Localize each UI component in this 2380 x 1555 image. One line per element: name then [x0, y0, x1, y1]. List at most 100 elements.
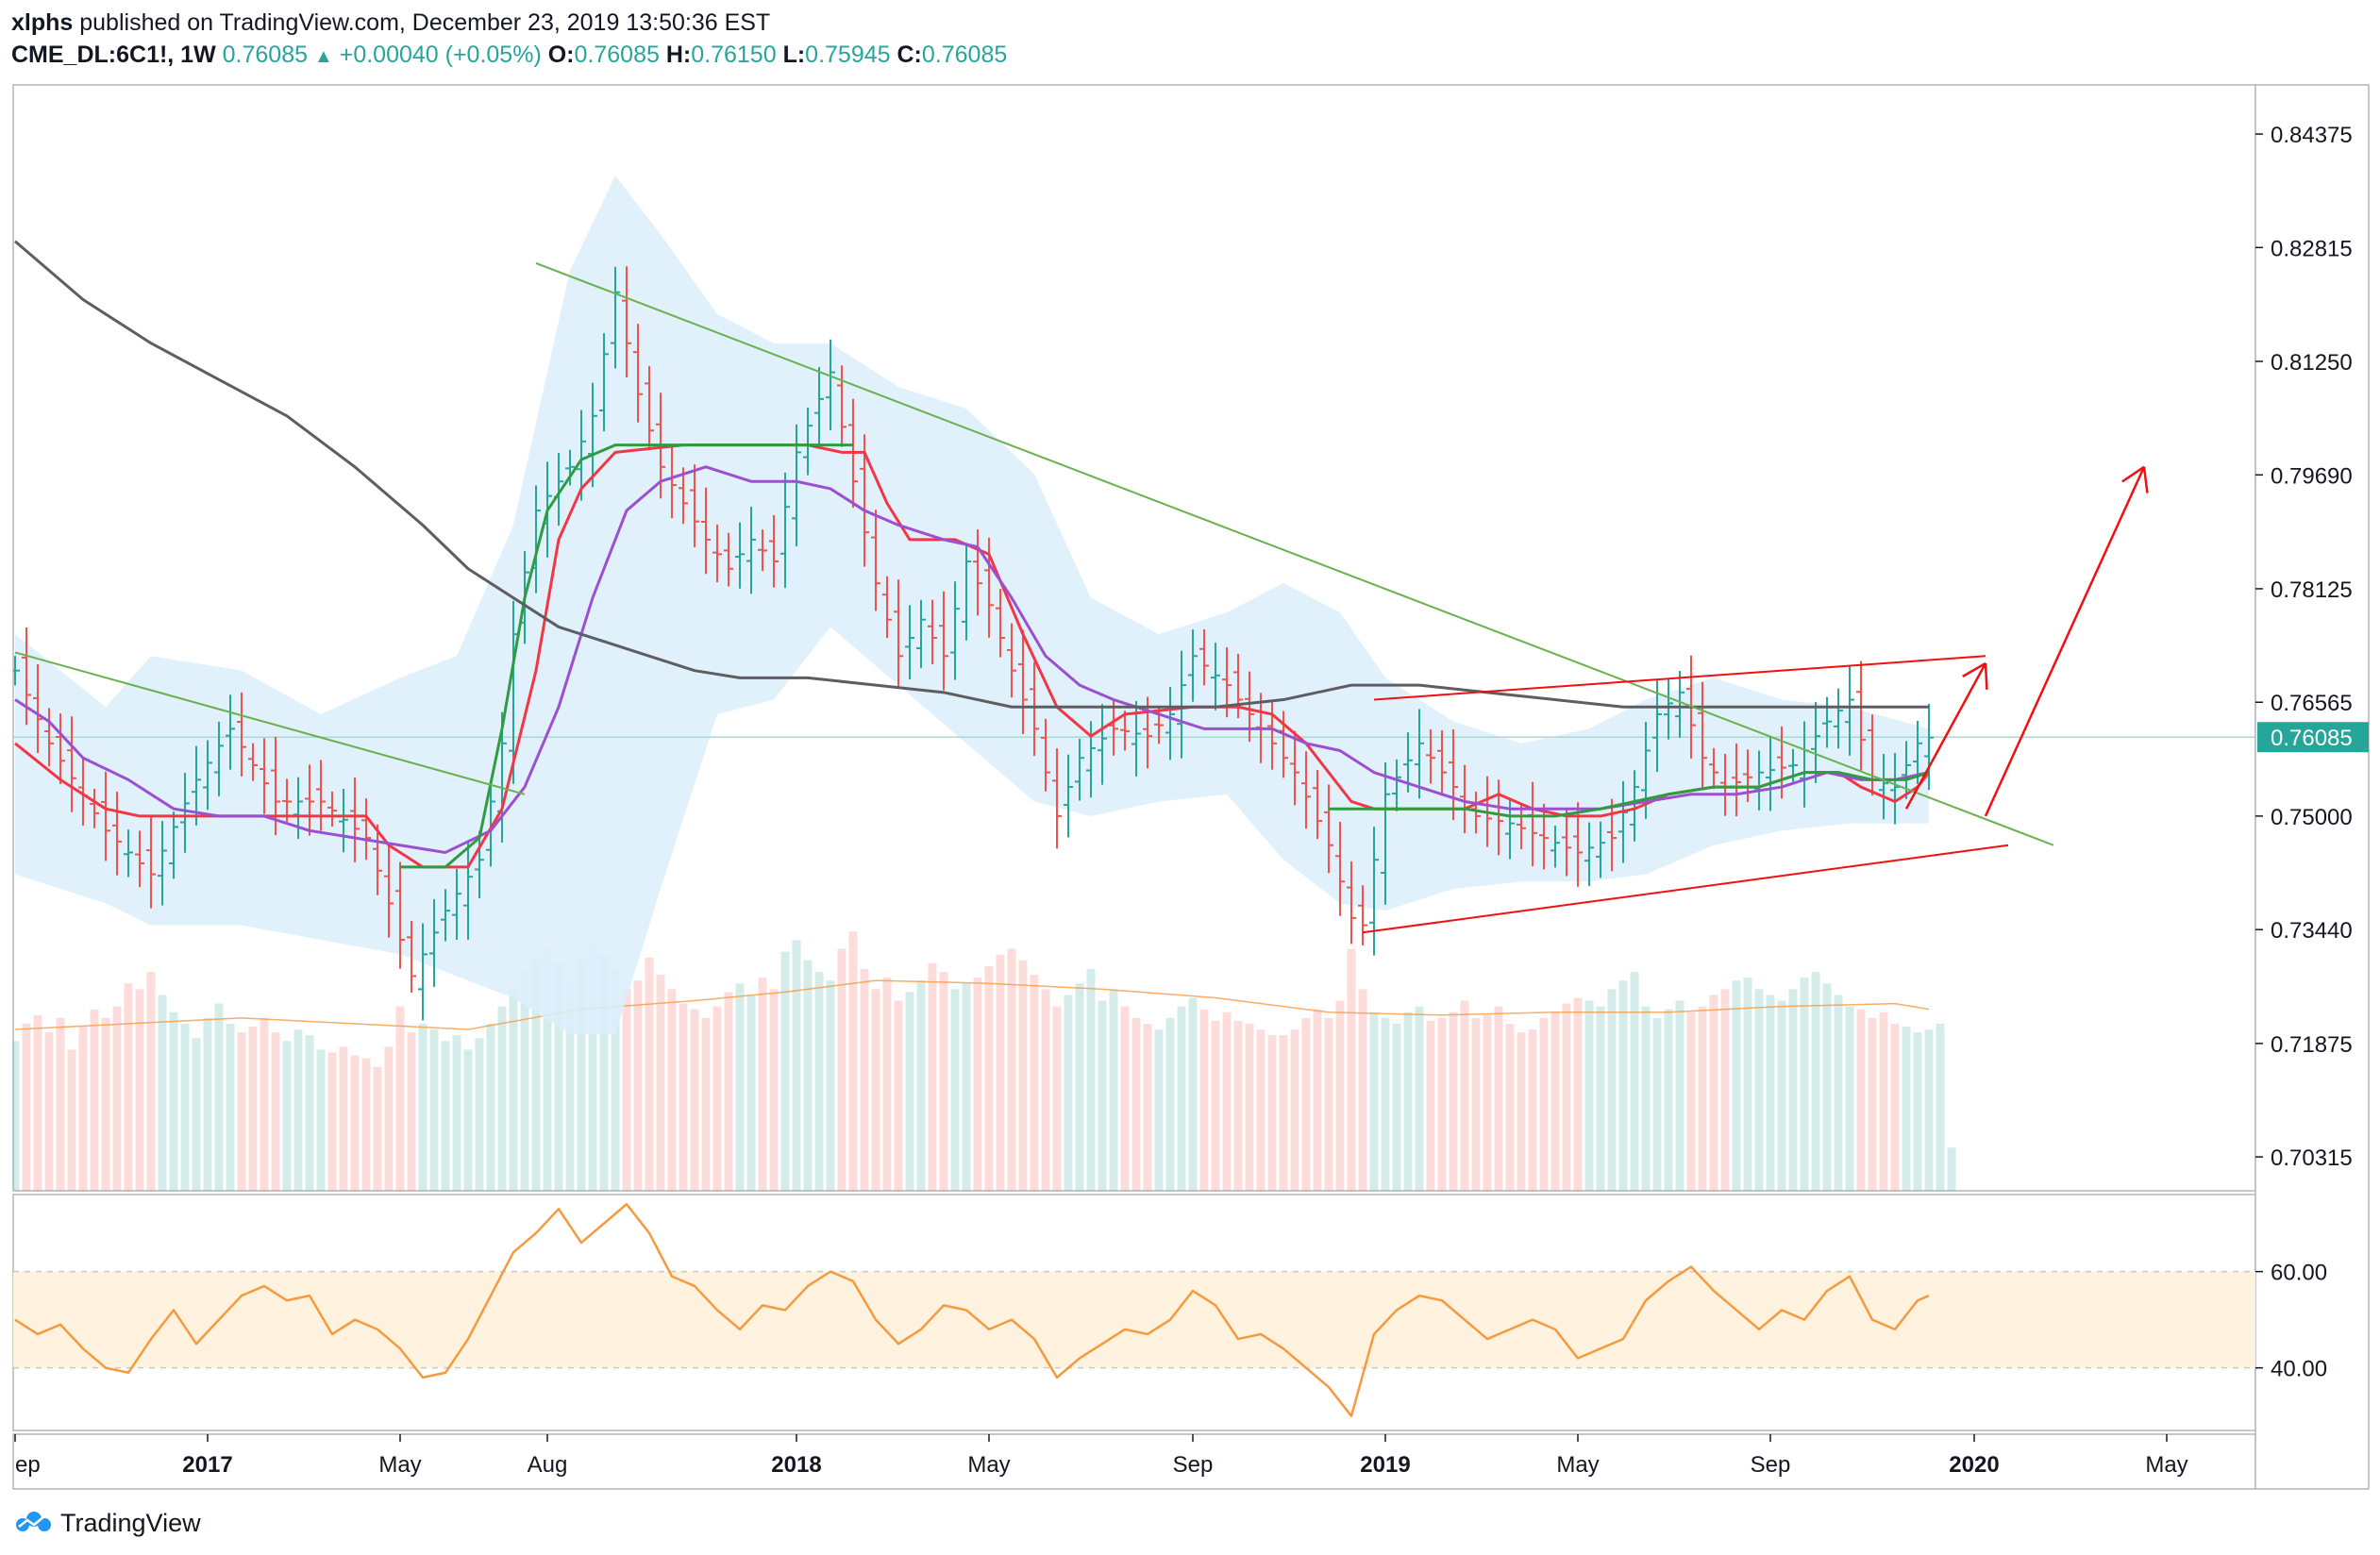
ohlc-bar: [90, 788, 99, 828]
volume-bar: [226, 1023, 235, 1191]
ohlc-bar: [316, 760, 326, 831]
ohlc-bar: [56, 713, 65, 785]
date-tick-label: 2017: [182, 1452, 232, 1478]
date-axis-pane: [12, 1433, 2256, 1490]
ohlc-bar: [452, 868, 461, 940]
volume-bar: [1879, 1012, 1888, 1191]
rsi-line: [14, 1202, 1930, 1417]
ohlc-bar: [1030, 661, 1039, 757]
close-label: C:: [897, 42, 922, 68]
ohlc-bar: [837, 365, 846, 447]
ohlc-bar: [1652, 679, 1662, 772]
volume-bar: [112, 1006, 122, 1191]
volume-bar: [429, 1029, 439, 1191]
ohlc-bar: [1584, 822, 1594, 886]
volume-bar: [1052, 1006, 1062, 1191]
ohlc-bar: [293, 777, 303, 840]
volume-bar: [1471, 1017, 1481, 1191]
volume-bar: [1936, 1023, 1945, 1191]
price-tick-label: 0.82815: [2271, 236, 2353, 261]
ohlc-bar: [384, 842, 394, 938]
ohlc-bar: [1834, 688, 1843, 749]
volume-bar: [282, 1041, 292, 1191]
volume-bar: [373, 1066, 382, 1191]
price-tick-label: 0.71875: [2271, 1032, 2353, 1058]
volume-bar: [1347, 948, 1356, 1191]
volume-bar: [758, 978, 767, 1191]
date-tick-label: Sep: [1173, 1452, 1214, 1478]
ohlc-bar: [124, 829, 133, 878]
volume-bar: [656, 975, 665, 1191]
volume-bar: [1709, 995, 1718, 1191]
date-tick-label: May: [967, 1452, 1010, 1478]
ohlc-bar: [1301, 751, 1311, 829]
volume-bar: [1177, 1006, 1186, 1191]
ohlc-bar: [860, 434, 869, 567]
volume-bar: [1154, 1029, 1164, 1191]
ohlc-bar: [1596, 821, 1605, 878]
date-tick-label: 2020: [1949, 1452, 1999, 1478]
ohlc-bar: [1052, 748, 1062, 849]
ohlc-bar: [701, 487, 711, 575]
ohlc-bar: [1709, 747, 1718, 790]
volume-bar: [1030, 975, 1039, 1191]
ohlc-bar: [780, 472, 790, 589]
high-label: H:: [665, 42, 692, 68]
ohlc-bar: [1754, 750, 1764, 811]
price-tick-label: 0.78125: [2271, 577, 2353, 603]
date-tick-label: Aug: [528, 1452, 568, 1478]
ohlc-bar: [418, 923, 427, 1021]
volume-bar: [577, 960, 586, 1191]
volume-bar: [1618, 980, 1628, 1191]
footer-brand[interactable]: TradingView: [13, 1504, 201, 1542]
volume-bar: [780, 951, 790, 1191]
ohlc-bar: [1449, 729, 1458, 821]
ohlc-bar: [180, 773, 190, 853]
volume-bar: [350, 1055, 360, 1191]
volume-bar: [543, 948, 552, 1191]
volume-bar: [1834, 995, 1843, 1191]
ohlc-bar: [690, 464, 699, 547]
volume-bar: [1041, 989, 1050, 1191]
volume-bar: [769, 989, 779, 1191]
price-tick-label: 0.70315: [2271, 1145, 2353, 1171]
volume-bar: [1109, 989, 1118, 1191]
volume-bar: [146, 972, 156, 1191]
date-tick-label: ep: [15, 1452, 41, 1478]
ohlc-bar: [1064, 754, 1073, 838]
volume-bar: [1279, 1035, 1288, 1191]
publisher-name[interactable]: xlphs: [11, 9, 74, 36]
ohlc-bar: [373, 824, 382, 895]
ohlc-bar: [395, 861, 405, 969]
volume-bar: [1947, 1147, 1956, 1191]
projection-arrow: [1984, 465, 2149, 817]
volume-bar: [13, 1041, 20, 1191]
ohlc-bar: [712, 524, 722, 583]
symbol-label[interactable]: CME_DL:6C1!, 1W: [11, 42, 216, 68]
volume-bar: [996, 954, 1005, 1191]
volume-bar: [1641, 1006, 1651, 1191]
volume-bar: [1505, 1023, 1515, 1191]
ohlc-bar: [950, 581, 960, 680]
ohlc-bar: [758, 529, 767, 572]
volume-bar: [384, 1046, 394, 1191]
volume-bar: [214, 1003, 224, 1191]
ohlc-bar: [894, 579, 903, 689]
date-tick-label: 2018: [771, 1452, 821, 1478]
ohlc-bar: [1358, 885, 1367, 946]
volume-bar: [1902, 1027, 1911, 1191]
volume-bar: [871, 989, 880, 1191]
volume-bar: [78, 1027, 88, 1191]
volume-bar: [1301, 1017, 1311, 1191]
volume-bar: [1596, 1006, 1605, 1191]
ohlc-bar: [350, 777, 360, 862]
volume-bar: [67, 1049, 76, 1191]
volume-bar: [1494, 1006, 1503, 1191]
high-value: 0.76150: [691, 42, 777, 68]
volume-bar: [803, 960, 813, 1191]
date-tick-label: Sep: [1751, 1452, 1791, 1478]
volume-bar: [1437, 1017, 1447, 1191]
ohlc-bar: [1879, 754, 1888, 820]
ohlc-bar: [1313, 769, 1322, 840]
